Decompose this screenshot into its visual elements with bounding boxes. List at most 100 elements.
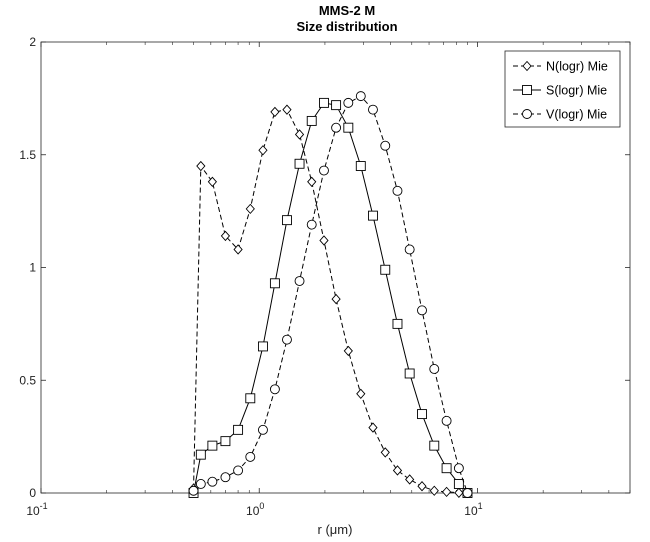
legend-marker-square	[522, 85, 532, 95]
data-point	[380, 447, 390, 458]
legend-marker-circle	[522, 109, 532, 119]
series-line	[193, 95, 468, 494]
data-point	[319, 235, 329, 246]
data-point	[343, 97, 354, 108]
data-point	[245, 451, 256, 462]
data-point	[282, 104, 292, 115]
data-point	[270, 106, 280, 118]
data-point	[207, 476, 218, 487]
y-tick-label: 2	[29, 35, 36, 49]
data-point	[294, 129, 305, 140]
series-square	[188, 97, 473, 498]
data-point	[392, 185, 403, 196]
y-tick-label: 0	[29, 486, 36, 500]
data-point	[245, 203, 255, 215]
data-point	[343, 345, 353, 357]
data-point	[405, 474, 415, 485]
chart-title: MMS-2 M	[319, 3, 375, 18]
data-point	[188, 485, 199, 496]
x-tick-base: 10	[246, 504, 260, 518]
x-tick-base: 10	[464, 504, 478, 518]
legend-label: V(logr) Mie	[546, 108, 607, 122]
y-tick-labels: 0 0.5 1 1.5 2	[19, 35, 630, 500]
data-point	[331, 293, 341, 305]
data-point	[306, 115, 317, 126]
data-point	[207, 176, 217, 187]
data-point	[269, 278, 280, 289]
data-point	[453, 463, 464, 474]
data-point	[368, 422, 378, 433]
data-point	[196, 160, 206, 172]
data-point	[404, 368, 415, 379]
data-point	[282, 215, 292, 226]
data-point	[392, 465, 403, 476]
x-tick-label: 101	[464, 501, 482, 518]
x-tick-base: 10	[26, 504, 40, 518]
data-point	[392, 318, 403, 329]
data-point	[319, 97, 329, 108]
data-point	[258, 145, 268, 156]
legend-marker-diamond	[522, 60, 532, 72]
data-point	[429, 364, 440, 374]
x-tick-exponent: 0	[259, 501, 264, 511]
legend-label: N(logr) Mie	[546, 60, 608, 74]
data-point	[441, 463, 452, 474]
data-point	[380, 140, 391, 151]
data-point	[417, 305, 427, 316]
chart-subtitle: Size distribution	[296, 19, 397, 34]
x-tick-labels: 10-1 100 101	[26, 42, 631, 518]
data-point	[257, 424, 268, 435]
data-point	[220, 436, 231, 447]
data-point	[356, 388, 366, 399]
data-point	[233, 424, 244, 435]
x-tick-label: 10-1	[26, 501, 47, 518]
x-tick-exponent: -1	[40, 501, 48, 511]
data-point	[294, 158, 305, 169]
data-point	[269, 384, 280, 395]
data-point	[294, 276, 305, 286]
data-point	[220, 230, 231, 242]
data-point	[343, 122, 354, 133]
data-point	[195, 449, 206, 460]
data-point	[380, 264, 391, 275]
data-point	[368, 104, 378, 115]
data-point	[331, 100, 342, 111]
data-point	[368, 210, 378, 221]
data-point	[417, 481, 427, 492]
data-point	[462, 488, 473, 498]
data-point	[441, 415, 452, 426]
legend-label: S(logr) Mie	[546, 84, 607, 98]
data-point	[454, 487, 464, 498]
series-circle	[188, 91, 473, 498]
data-point	[404, 244, 415, 255]
data-point	[355, 91, 366, 102]
x-tick-exponent: 1	[478, 501, 483, 511]
series-layer	[188, 91, 473, 499]
data-point	[417, 409, 427, 420]
data-point	[441, 486, 452, 498]
data-point	[429, 440, 440, 451]
y-tick-label: 1	[29, 261, 36, 275]
y-tick-label: 1.5	[19, 148, 36, 162]
data-point	[307, 176, 317, 187]
data-point	[319, 165, 329, 176]
data-point	[331, 122, 342, 133]
data-point	[355, 161, 366, 171]
data-point	[453, 479, 464, 489]
y-tick-label: 0.5	[19, 373, 36, 387]
data-point	[233, 244, 243, 255]
data-point	[220, 472, 231, 483]
data-point	[282, 334, 292, 345]
data-point	[257, 341, 268, 352]
x-tick-label: 100	[246, 501, 264, 518]
data-point	[245, 393, 256, 404]
legend: N(logr) Mie S(logr) Mie V(logr) Mie	[504, 50, 621, 128]
data-point	[207, 440, 218, 451]
data-point	[233, 465, 244, 476]
series-line	[193, 109, 468, 494]
data-point	[429, 485, 439, 496]
series-diamond	[188, 104, 473, 499]
data-point	[306, 219, 317, 230]
data-point	[195, 479, 206, 489]
